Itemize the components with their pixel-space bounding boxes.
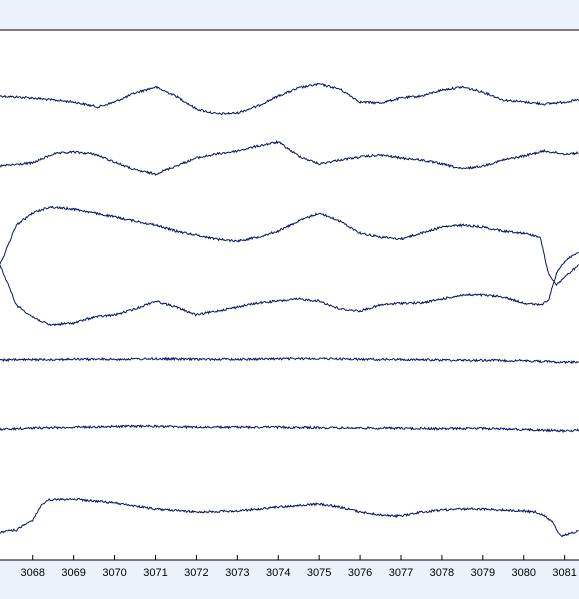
x-tick-label: 3078 [430, 567, 454, 579]
x-tick-label: 3068 [20, 567, 44, 579]
x-tick-label: 3069 [61, 567, 85, 579]
x-tick-label: 3071 [143, 567, 167, 579]
x-tick-label: 3080 [512, 567, 536, 579]
x-tick-label: 3070 [102, 567, 126, 579]
x-tick-label: 3081 [552, 567, 576, 579]
x-tick-label: 3072 [184, 567, 208, 579]
x-tick-label: 3075 [307, 567, 331, 579]
x-tick-label: 3079 [471, 567, 495, 579]
x-tick-label: 3077 [389, 567, 413, 579]
x-tick-label: 3074 [266, 567, 290, 579]
x-tick-label: 3073 [225, 567, 249, 579]
x-tick-label: 3076 [348, 567, 372, 579]
